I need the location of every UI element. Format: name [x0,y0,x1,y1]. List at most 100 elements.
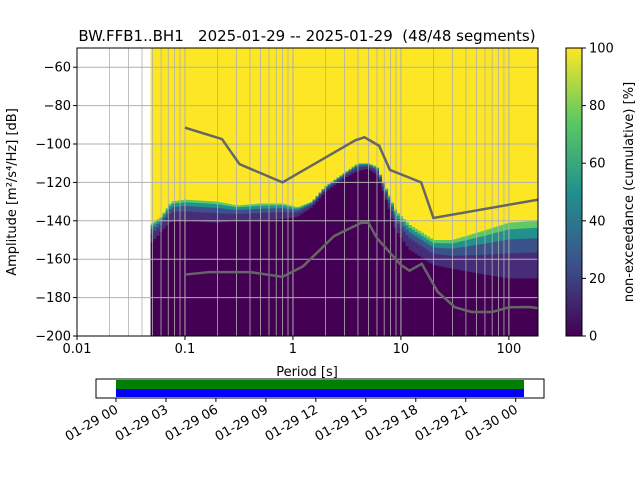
heatmap-cell [429,245,434,253]
heatmap-cell [429,252,434,264]
heatmap-cell [225,213,230,223]
heatmap-cell [498,276,503,336]
heatmap-cell [438,240,443,244]
heatmap-cell [417,238,422,246]
heatmap-cell [276,219,281,336]
heatmap-cell [414,253,419,336]
heatmap-cell [369,170,374,336]
colorbar-label: non-exceedance (cumulative) [%] [622,82,637,302]
heatmap-cell [417,233,422,239]
heatmap-cell [396,215,401,220]
heatmap-cell [516,239,521,254]
heatmap-cell [207,212,212,223]
heatmap-cell [465,235,470,241]
heatmap-cell [393,219,398,229]
heatmap-cell [492,254,497,277]
heatmap-cell [288,205,293,208]
heatmap-cell [324,188,329,193]
grid-lines [77,48,538,336]
heatmap-cell [288,209,293,213]
heatmap-cell [219,204,224,209]
heatmap-cell [363,163,368,166]
heatmap-cell [243,204,248,208]
heatmap-cell [357,170,362,336]
heatmap-cell [195,202,200,208]
heatmap-cell [378,179,383,184]
heatmap-cell [231,206,236,211]
heatmap-cell [288,217,293,336]
heatmap-cell [519,221,524,230]
heatmap-cell [315,197,320,200]
heatmap-cell [408,228,413,234]
heatmap-cell [219,213,224,223]
heatmap-cell [411,251,416,336]
heatmap-cell [345,174,350,178]
heatmap-cell [456,242,461,249]
colorbar-tick-label: 100 [589,42,614,57]
heatmap-cell [240,209,245,215]
heatmap-cell [177,206,182,213]
heatmap-cell [381,184,386,188]
heatmap-cell [414,231,419,237]
heatmap-cell [294,208,299,211]
heatmap-cell [303,211,308,336]
heatmap-cell [405,222,410,226]
heatmap-cell [354,165,359,168]
heatmap-cell [216,213,221,224]
heatmap-cell [384,188,389,191]
heatmap-cell [174,206,179,213]
heatmap-cell [387,195,392,198]
heatmap-cell [168,203,173,207]
heatmap-cell [285,218,290,336]
heatmap-cell [198,212,203,223]
heatmap-cell [294,212,299,218]
heatmap-cell [210,203,215,209]
heatmap-cell [270,208,275,213]
heatmap-cell [219,208,224,214]
heatmap-cell [378,176,383,180]
heatmap-cell [270,205,275,209]
heatmap-cell [216,222,221,336]
heatmap-cell [486,275,491,336]
heatmap-cell [189,206,194,213]
heatmap-cell [384,191,389,196]
heatmap-cell [186,220,191,336]
heatmap-cell [354,166,359,170]
heatmap-cell [453,248,458,257]
heatmap-cell [381,190,386,336]
heatmap-cell [480,274,485,336]
colorbar-tick-label: 80 [589,99,606,114]
heatmap-cell [210,222,215,336]
heatmap-cell [393,227,398,336]
heatmap-cell [297,206,302,209]
heatmap-cell [489,228,494,235]
heatmap-cell [327,189,332,336]
heatmap-cell [213,222,218,336]
heatmap-cell [462,270,467,336]
heatmap-cell [177,202,182,208]
heatmap-cell [312,200,317,203]
heatmap-cell [435,254,440,267]
timeline-tick-label: 01-29 06 [163,402,221,444]
heatmap-cell [315,196,320,199]
heatmap-cell [255,213,260,222]
heatmap-cell [192,202,197,208]
heatmap-cell [351,166,356,169]
heatmap-cell [207,222,212,336]
heatmap-cell [468,255,473,273]
heatmap-cell [357,167,362,172]
heatmap-cell [462,240,467,248]
heatmap-cell [504,253,509,279]
heatmap-cell [195,206,200,213]
heatmap-cell [279,205,284,209]
heatmap-cell [237,207,242,211]
heatmap-cell [465,255,470,272]
heatmap-cell [162,217,167,223]
heatmap-cell [324,191,329,336]
heatmap-cell [411,226,416,231]
timeline-tick-label: 01-29 00 [63,402,121,444]
heatmap-cell [396,233,401,336]
heatmap-cell [285,212,290,219]
heatmap-cell [306,203,311,205]
